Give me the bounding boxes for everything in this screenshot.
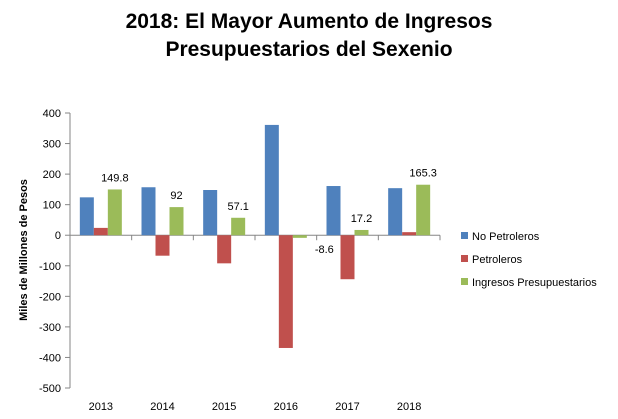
- bar-ingresos-presupuestarios: [292, 235, 307, 238]
- x-tick-label: 2018: [397, 401, 421, 413]
- legend-label: No Petroleros: [472, 231, 540, 243]
- y-tick-label: 300: [43, 139, 61, 151]
- chart-title-line-1: 2018: El Mayor Aumento de Ingresos: [125, 10, 493, 33]
- legend-swatch: [461, 278, 468, 285]
- bar-petroleros: [340, 235, 355, 280]
- data-label: 17.2: [351, 213, 372, 225]
- legend-label: Ingresos Presupuestarios: [472, 277, 597, 289]
- bar-no-petroleros: [264, 124, 279, 236]
- bar-no-petroleros: [141, 187, 156, 236]
- y-tick-label: -200: [39, 291, 61, 303]
- data-label: 57.1: [227, 201, 248, 213]
- chart-title-line-2: Presupuestarios del Sexenio: [165, 38, 453, 61]
- bar-petroleros: [278, 235, 293, 348]
- y-tick-label: 0: [55, 230, 61, 242]
- bar-no-petroleros: [79, 197, 94, 236]
- data-label: -8.6: [315, 244, 334, 256]
- y-tick-label: 100: [43, 200, 61, 212]
- bar-ingresos-presupuestarios: [107, 189, 122, 236]
- y-tick-label: -500: [39, 383, 61, 395]
- x-tick-label: 2016: [274, 401, 298, 413]
- bar-petroleros: [93, 227, 108, 236]
- x-tick-label: 2015: [212, 401, 236, 413]
- legend-label: Petroleros: [472, 254, 523, 266]
- x-tick-label: 2014: [150, 401, 174, 413]
- x-tick-label: 2017: [335, 401, 359, 413]
- data-label: 165.3: [409, 168, 437, 180]
- bar-petroleros: [402, 232, 417, 236]
- bar-petroleros: [155, 235, 170, 256]
- bar-ingresos-presupuestarios: [354, 229, 369, 236]
- y-tick-label: 200: [43, 169, 61, 181]
- data-label: 149.8: [101, 172, 129, 184]
- y-tick-label: 400: [43, 108, 61, 120]
- bar-no-petroleros: [203, 190, 218, 236]
- bar-ingresos-presupuestarios: [416, 184, 431, 236]
- bar-ingresos-presupuestarios: [231, 217, 246, 236]
- y-tick-label: -400: [39, 352, 61, 364]
- bar-no-petroleros: [388, 188, 403, 236]
- bar-ingresos-presupuestarios: [169, 207, 184, 236]
- legend-swatch: [461, 255, 468, 262]
- legend-swatch: [461, 232, 468, 239]
- y-tick-label: -300: [39, 322, 61, 334]
- bar-petroleros: [217, 235, 232, 264]
- x-tick-label: 2013: [89, 401, 113, 413]
- y-tick-label: -100: [39, 261, 61, 273]
- y-axis-label: Miles de Millones de Pesos: [18, 179, 30, 321]
- bar-no-petroleros: [326, 186, 341, 236]
- data-label: 92: [170, 190, 182, 202]
